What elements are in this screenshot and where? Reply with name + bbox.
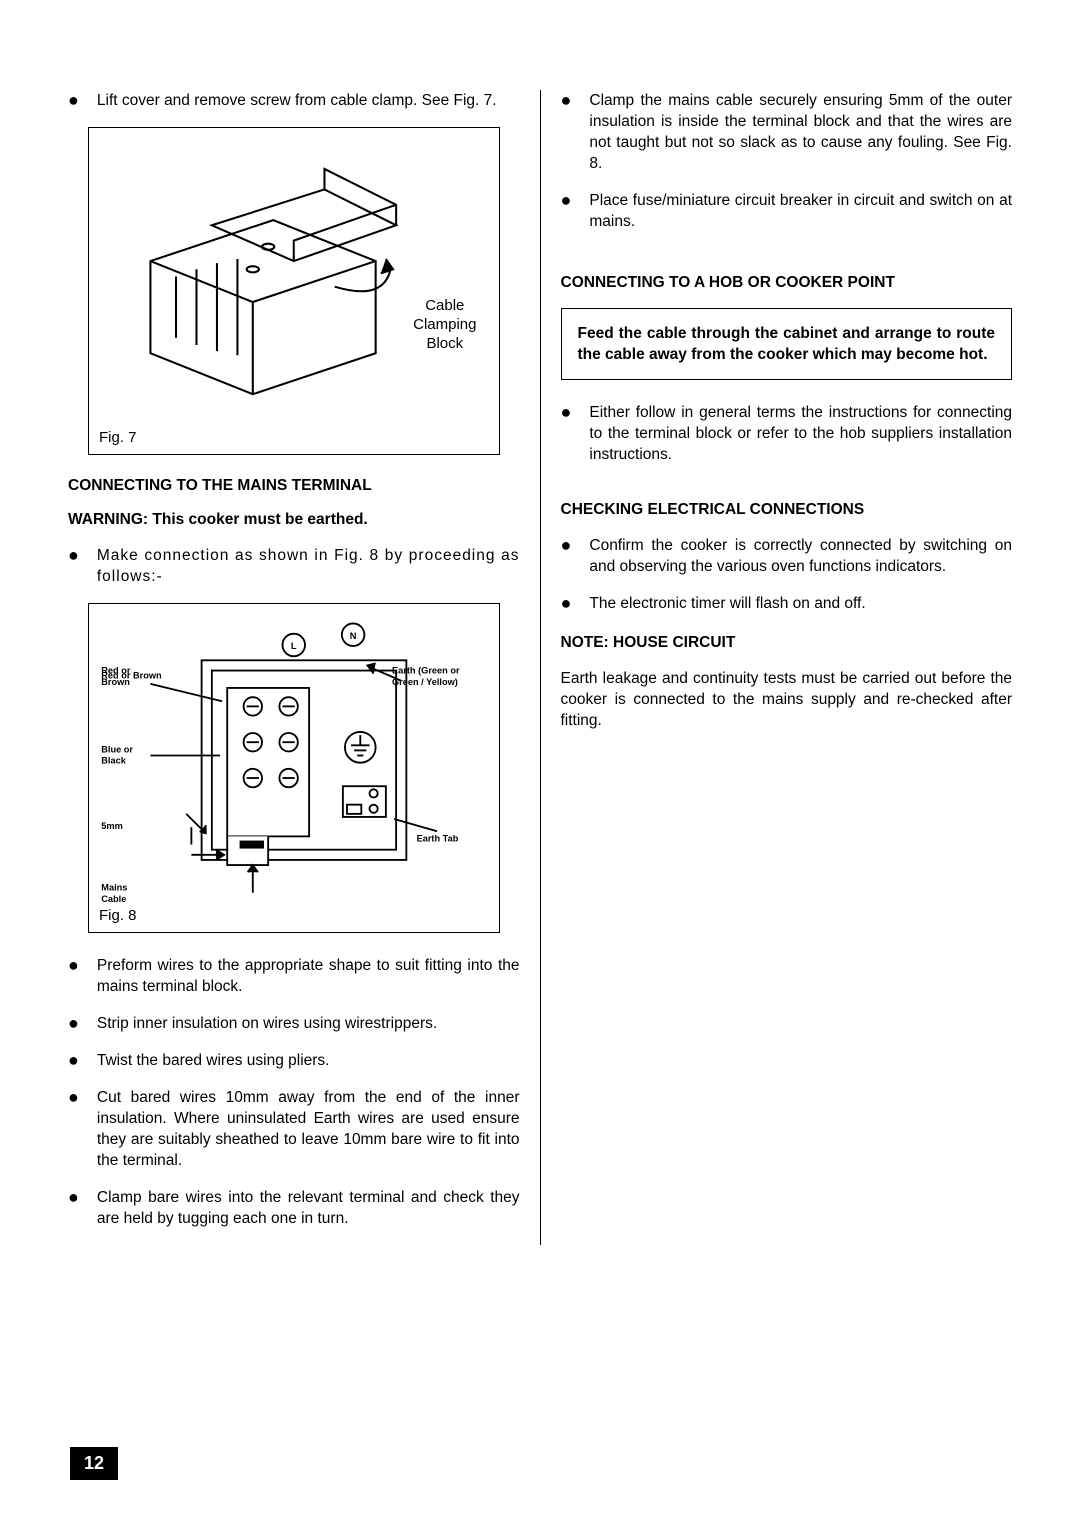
svg-text:Red orBrown: Red orBrown <box>101 666 131 687</box>
bullet-icon: ● <box>68 90 79 111</box>
svg-text:L: L <box>291 641 297 651</box>
figure-7: Cable Clamping Block Fig. 7 <box>88 127 500 455</box>
bullet-text: Cut bared wires 10mm away from the end o… <box>97 1087 520 1171</box>
bullet-text: Clamp the mains cable securely ensuring … <box>589 90 1012 174</box>
bullet-item: ● Either follow in general terms the ins… <box>561 402 1013 465</box>
bullet-icon: ● <box>68 1187 79 1229</box>
bullet-text: Place fuse/miniature circuit breaker in … <box>589 190 1012 232</box>
bullet-item: ● Clamp the mains cable securely ensurin… <box>561 90 1013 174</box>
bullet-item: ● Clamp bare wires into the relevant ter… <box>68 1187 520 1229</box>
bullet-icon: ● <box>68 1050 79 1071</box>
fig8-diagram: L N <box>89 604 498 921</box>
bullet-item: ● Twist the bared wires using pliers. <box>68 1050 520 1071</box>
bullet-icon: ● <box>68 1087 79 1171</box>
bullet-item: ● Make connection as shown in Fig. 8 by … <box>68 545 520 587</box>
fig8-label: Fig. 8 <box>99 907 137 924</box>
note-box: Feed the cable through the cabinet and a… <box>561 308 1013 380</box>
left-column: ● Lift cover and remove screw from cable… <box>68 90 520 1245</box>
bullet-icon: ● <box>561 90 572 174</box>
bullet-icon: ● <box>561 593 572 614</box>
heading-checking: CHECKING ELECTRICAL CONNECTIONS <box>561 501 1013 519</box>
bullet-icon: ● <box>561 190 572 232</box>
heading-warning: WARNING: This cooker must be earthed. <box>68 511 520 529</box>
bullet-icon: ● <box>68 1013 79 1034</box>
bullet-icon: ● <box>561 402 572 465</box>
svg-text:MainsCable: MainsCable <box>101 883 127 904</box>
page-number: 12 <box>70 1447 118 1480</box>
svg-text:5mm: 5mm <box>101 821 123 831</box>
svg-text:Earth (Green orGreen / Yellow): Earth (Green orGreen / Yellow) <box>392 666 460 687</box>
bullet-item: ● The electronic timer will flash on and… <box>561 593 1013 614</box>
bullet-icon: ● <box>561 535 572 577</box>
bullet-item: ● Lift cover and remove screw from cable… <box>68 90 520 111</box>
bullet-item: ● Strip inner insulation on wires using … <box>68 1013 520 1034</box>
bullet-text: Clamp bare wires into the relevant termi… <box>97 1187 520 1229</box>
bullet-icon: ● <box>68 545 79 587</box>
bullet-text: Lift cover and remove screw from cable c… <box>97 90 520 111</box>
bullet-text: Either follow in general terms the instr… <box>589 402 1012 465</box>
bullet-text: Strip inner insulation on wires using wi… <box>97 1013 520 1034</box>
bullet-icon: ● <box>68 955 79 997</box>
column-divider <box>540 90 541 1245</box>
bullet-text: Preform wires to the appropriate shape t… <box>97 955 520 997</box>
heading-house-circuit: NOTE: HOUSE CIRCUIT <box>561 634 1013 652</box>
heading-mains-terminal: CONNECTING TO THE MAINS TERMINAL <box>68 477 520 495</box>
figure-8: L N <box>88 603 500 933</box>
bullet-item: ● Confirm the cooker is correctly connec… <box>561 535 1013 577</box>
fig7-diagram <box>89 128 499 435</box>
bullet-item: ● Preform wires to the appropriate shape… <box>68 955 520 997</box>
heading-hob-cooker: CONNECTING TO A HOB OR COOKER POINT <box>561 274 1013 292</box>
bullet-text: Confirm the cooker is correctly connecte… <box>589 535 1012 577</box>
right-column: ● Clamp the mains cable securely ensurin… <box>561 90 1013 1245</box>
bullet-text: Twist the bared wires using pliers. <box>97 1050 520 1071</box>
two-column-layout: ● Lift cover and remove screw from cable… <box>68 90 1012 1245</box>
bullet-text: Make connection as shown in Fig. 8 by pr… <box>97 545 520 587</box>
callout-cable-clamping: Cable Clamping Block <box>413 296 476 353</box>
bullet-text: The electronic timer will flash on and o… <box>589 593 1012 614</box>
svg-text:Blue orBlack: Blue orBlack <box>101 744 133 765</box>
bullet-item: ● Place fuse/miniature circuit breaker i… <box>561 190 1013 232</box>
svg-text:N: N <box>350 631 357 641</box>
bullet-item: ● Cut bared wires 10mm away from the end… <box>68 1087 520 1171</box>
body-house-circuit: Earth leakage and continuity tests must … <box>561 668 1013 731</box>
svg-text:Earth Tab: Earth Tab <box>417 834 459 844</box>
fig7-label: Fig. 7 <box>99 429 137 446</box>
